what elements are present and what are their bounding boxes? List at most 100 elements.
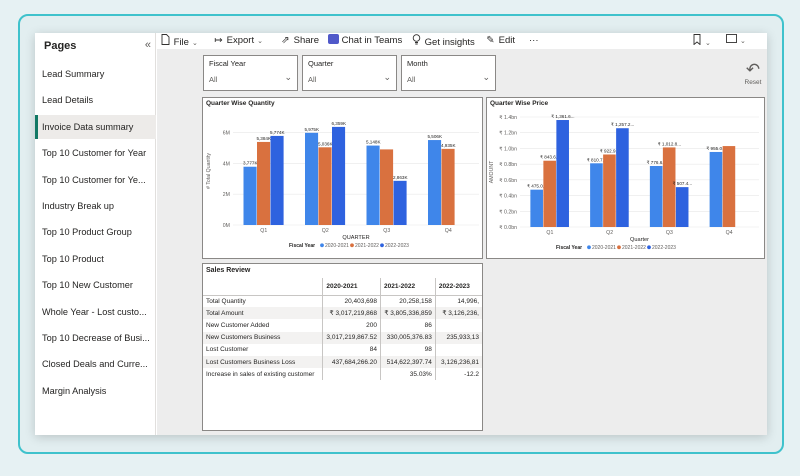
y-tick-label: 4M bbox=[223, 161, 230, 167]
chart-title: Quarter Wise Price bbox=[490, 100, 549, 107]
row-label: Lost Customer bbox=[206, 346, 249, 354]
teams-icon bbox=[328, 34, 339, 44]
quarter-wise-quantity-visual[interactable]: Quarter Wise Quantity 0M 2M 4M 6M # Total Qu… bbox=[202, 97, 483, 259]
bar bbox=[603, 154, 616, 227]
data-label: ₹ 1,361.6... bbox=[551, 114, 574, 119]
data-label: ₹ 776.6... bbox=[647, 160, 667, 165]
table-cell: 235,933,13 bbox=[434, 331, 482, 344]
bar bbox=[675, 187, 689, 227]
filter-month[interactable]: Month All ⌄ bbox=[401, 55, 496, 91]
page-tab[interactable]: Top 10 Customer for Ye... bbox=[42, 174, 146, 185]
x-tick-label: Q4 bbox=[445, 228, 452, 234]
y-tick-label: 6M bbox=[223, 130, 230, 136]
y-tick-label: ₹ 1.0bn bbox=[499, 146, 517, 152]
bar bbox=[590, 163, 603, 227]
table-row: New Customer Added 200 86 bbox=[203, 319, 482, 332]
table-cell: 98 bbox=[380, 343, 436, 356]
collapse-pane-icon[interactable]: « bbox=[144, 39, 151, 51]
legend-marker bbox=[350, 243, 354, 248]
page-tab[interactable]: Top 10 Product Group bbox=[42, 227, 132, 238]
table-row: Total Amount ₹ 3,017,219,868 ₹ 3,805,336,8… bbox=[203, 307, 482, 320]
file-label: File bbox=[173, 37, 189, 48]
filter-value: All bbox=[209, 75, 218, 84]
column-header[interactable]: 2022-2023 bbox=[434, 278, 482, 296]
view-menu[interactable]: ⌄ bbox=[726, 34, 746, 47]
table-cell bbox=[322, 368, 381, 381]
legend-entry: 2022-2023 bbox=[652, 245, 676, 251]
filter-label: Fiscal Year bbox=[209, 59, 246, 68]
file-menu[interactable]: File ⌄ bbox=[160, 34, 198, 48]
bar bbox=[366, 145, 380, 225]
legend-marker bbox=[647, 245, 651, 250]
bar bbox=[332, 126, 346, 225]
table-header-row: 2020-2021 2021-2022 2022-2023 bbox=[203, 278, 482, 296]
table-cell: 84 bbox=[322, 343, 381, 356]
quarter-wise-price-visual[interactable]: Quarter Wise Price ₹ 0.0bn ₹ 0.2bn ₹ 0.4bn… bbox=[486, 97, 765, 259]
table-cell: 437,684,266.20 bbox=[322, 355, 381, 369]
bar bbox=[530, 189, 543, 227]
y-tick-label: ₹ 0.4bn bbox=[499, 194, 517, 200]
table-cell: 14,996, bbox=[434, 295, 482, 308]
y-axis-label: # Total Quantity bbox=[206, 153, 212, 189]
legend-entry: 2020-2021 bbox=[325, 243, 349, 249]
table-cell bbox=[434, 319, 482, 332]
page-tab[interactable]: Closed Deals and Curre... bbox=[42, 359, 148, 370]
row-label: New Customers Business bbox=[203, 331, 323, 344]
data-label: ₹ 955.0... bbox=[706, 146, 726, 151]
legend-title: Fiscal Year bbox=[556, 245, 582, 251]
bar bbox=[428, 140, 442, 225]
page-tab[interactable]: Top 10 Decrease of Busi... bbox=[42, 333, 150, 343]
data-label: ₹ 810.7... bbox=[587, 157, 607, 162]
column-header[interactable] bbox=[203, 278, 323, 296]
page-tab[interactable]: Margin Analysis bbox=[42, 385, 107, 396]
y-tick-label: 0M bbox=[223, 223, 230, 229]
page-tab[interactable]: Industry Break up bbox=[42, 201, 115, 211]
sales-review-visual[interactable]: Sales Review 2020-2021 2021-2022 2022-2023… bbox=[202, 263, 483, 431]
column-header[interactable]: 2021-2022 bbox=[380, 278, 436, 296]
legend-marker bbox=[380, 243, 384, 248]
bar bbox=[556, 120, 569, 227]
data-label: ₹ 1,257.2... bbox=[611, 122, 634, 127]
bar bbox=[393, 180, 407, 225]
filter-label: Quarter bbox=[308, 59, 334, 68]
page-tab[interactable]: Top 10 Product bbox=[42, 253, 104, 264]
export-icon: ↦ bbox=[214, 35, 223, 46]
data-label: 5,148K bbox=[366, 140, 381, 145]
more-options-button[interactable]: ··· bbox=[529, 35, 539, 46]
page-tab[interactable]: Top 10 Customer for Year bbox=[42, 148, 147, 159]
chevron-down-icon: ⌄ bbox=[482, 72, 490, 82]
bar bbox=[257, 141, 271, 225]
export-menu[interactable]: ↦ Export ⌄ bbox=[213, 34, 263, 47]
reset-button[interactable]: ↶ Reset bbox=[741, 61, 765, 91]
page-tab[interactable]: Top 10 New Customer bbox=[42, 280, 133, 291]
chart-title: Quarter Wise Quantity bbox=[206, 100, 275, 107]
report-window: Pages « Lead Summary Lead Details Invoice … bbox=[35, 33, 767, 435]
chat-in-teams-button[interactable]: Chat in Teams bbox=[328, 34, 402, 47]
data-label: 4,935K bbox=[441, 143, 456, 148]
filter-quarter[interactable]: Quarter All ⌄ bbox=[302, 55, 397, 91]
page-tab[interactable]: Invoice Data summary bbox=[35, 114, 156, 139]
share-button[interactable]: ⇗ Share bbox=[280, 34, 319, 47]
table-cell: ₹ 3,017,219,868 bbox=[322, 307, 381, 320]
page-tab[interactable]: Lead Summary bbox=[42, 69, 105, 79]
y-tick-label: ₹ 0.6bn bbox=[499, 178, 517, 184]
data-label: 5,774K bbox=[270, 130, 285, 135]
edit-button[interactable]: ✎ Edit bbox=[485, 34, 515, 47]
data-label: ₹ 1,012.8... bbox=[658, 141, 681, 146]
column-header[interactable]: 2020-2021 bbox=[322, 278, 381, 296]
page-tab[interactable]: Lead Details bbox=[42, 95, 94, 106]
y-tick-label: ₹ 0.0bn bbox=[499, 225, 517, 231]
legend-title: Fiscal Year bbox=[289, 243, 315, 249]
get-insights-button[interactable]: Get insights bbox=[411, 34, 475, 48]
y-tick-label: ₹ 1.2bn bbox=[499, 131, 517, 137]
data-label: 5,384K bbox=[256, 136, 271, 141]
bookmark-menu[interactable]: ⌄ bbox=[691, 34, 711, 47]
page-tab[interactable]: Whole Year - Lost custo... bbox=[42, 306, 147, 317]
edit-label: Edit bbox=[498, 35, 516, 46]
table-cell: 3,126,236,81 bbox=[434, 355, 482, 369]
filter-fiscal-year[interactable]: Fiscal Year All ⌄ bbox=[203, 55, 298, 91]
insights-label: Get insights bbox=[424, 37, 475, 48]
bar bbox=[270, 135, 284, 225]
pencil-icon: ✎ bbox=[486, 35, 495, 46]
table-cell: -12.2 bbox=[434, 368, 482, 381]
